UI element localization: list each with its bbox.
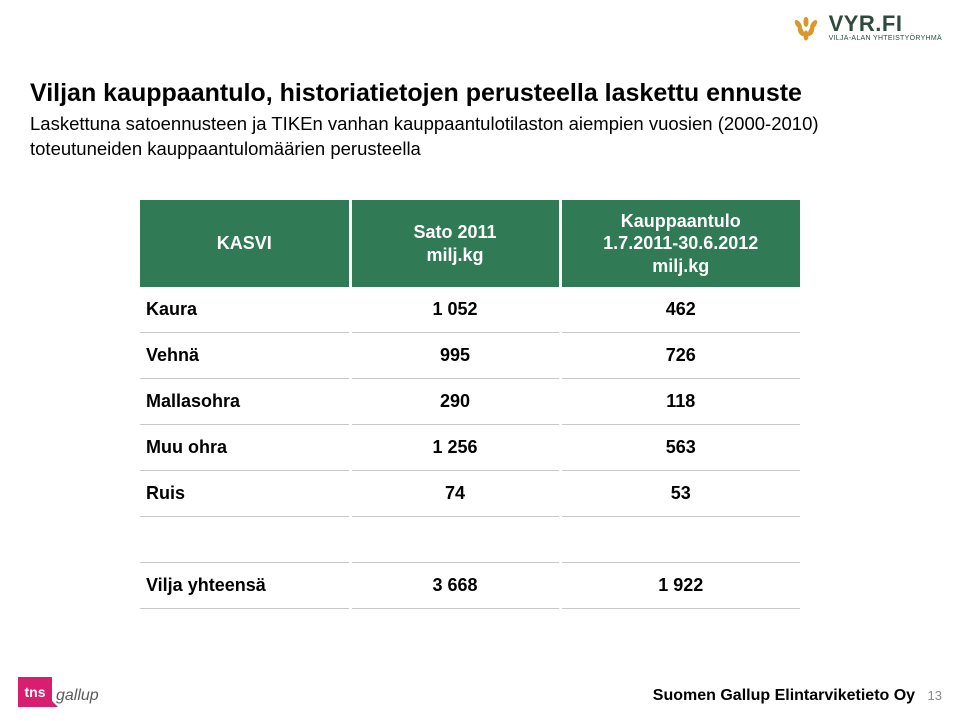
table-row: Vehnä 995 726 [140, 333, 800, 379]
grain-table: KASVI Sato 2011milj.kg Kauppaantulo1.7.2… [140, 200, 800, 610]
logo-main-text: VYR.FI [829, 13, 903, 35]
footer-right: Suomen Gallup Elintarviketieto Oy 13 [653, 687, 942, 705]
cell-kaup: 462 [560, 287, 800, 333]
table-row: Mallasohra 290 118 [140, 379, 800, 425]
cell-sato: 1 256 [350, 425, 560, 471]
cell-sato: 1 052 [350, 287, 560, 333]
page-subtitle: Laskettuna satoennusteen ja TIKEn vanhan… [30, 112, 930, 162]
tns-logo: tns [18, 677, 52, 707]
cell-kaup: 726 [560, 333, 800, 379]
cell-sato: 995 [350, 333, 560, 379]
cell-kaup: 53 [560, 471, 800, 517]
cell-kaup: 118 [560, 379, 800, 425]
gallup-text: gallup [56, 687, 99, 707]
col-header-sato: Sato 2011milj.kg [350, 200, 560, 288]
page-title: Viljan kauppaantulo, historiatietojen pe… [30, 78, 930, 108]
cell-kasvi: Kaura [140, 287, 350, 333]
table-row-blank [140, 517, 800, 563]
footer-company: Suomen Gallup Elintarviketieto Oy [653, 687, 915, 704]
table-row: Ruis 74 53 [140, 471, 800, 517]
table-row: Muu ohra 1 256 563 [140, 425, 800, 471]
table-row-total: Vilja yhteensä 3 668 1 922 [140, 563, 800, 609]
logo-sub-text: VILJA-ALAN YHTEISTYÖRYHMÄ [829, 35, 942, 42]
cell-kaup: 1 922 [560, 563, 800, 609]
col-header-kasvi: KASVI [140, 200, 350, 288]
cell-kasvi: Muu ohra [140, 425, 350, 471]
footer-left-logo: tns gallup [18, 677, 99, 707]
cell-kasvi: Ruis [140, 471, 350, 517]
table-row: Kaura 1 052 462 [140, 287, 800, 333]
cell-kasvi: Vehnä [140, 333, 350, 379]
page-number: 13 [928, 688, 942, 703]
wheat-icon [789, 10, 823, 44]
cell-kaup: 563 [560, 425, 800, 471]
cell-kasvi: Mallasohra [140, 379, 350, 425]
cell-kasvi: Vilja yhteensä [140, 563, 350, 609]
col-header-kauppaantulo: Kauppaantulo1.7.2011-30.6.2012milj.kg [560, 200, 800, 288]
cell-sato: 290 [350, 379, 560, 425]
brand-logo: VYR.FI VILJA-ALAN YHTEISTYÖRYHMÄ [789, 10, 942, 44]
cell-sato: 3 668 [350, 563, 560, 609]
cell-sato: 74 [350, 471, 560, 517]
